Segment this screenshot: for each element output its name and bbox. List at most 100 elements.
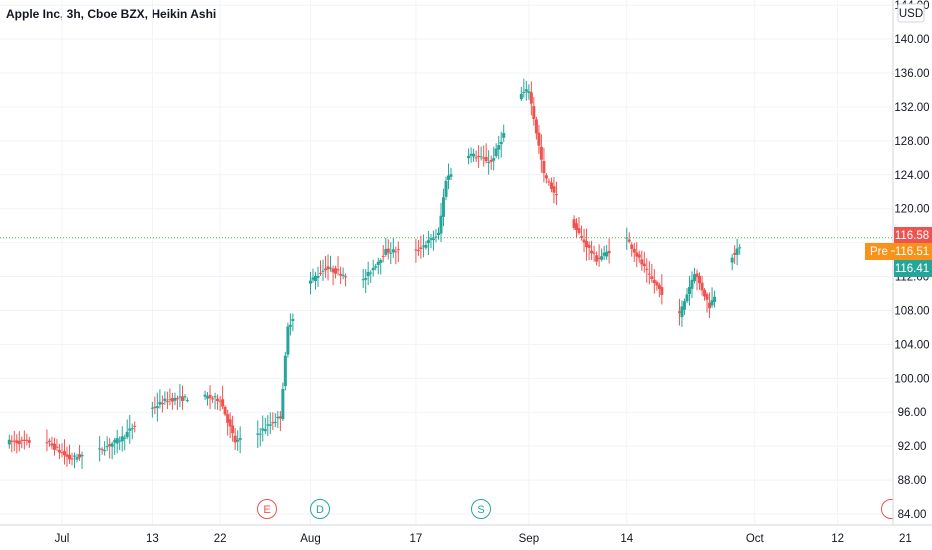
candle-body bbox=[155, 406, 159, 409]
event-marker-earnings[interactable] bbox=[257, 499, 277, 519]
candle-body bbox=[585, 241, 589, 248]
close-price-value: 116.41 bbox=[895, 263, 929, 275]
candle-body bbox=[381, 255, 385, 257]
candle-body bbox=[449, 174, 453, 177]
candle-body bbox=[414, 249, 418, 251]
candle-body bbox=[484, 156, 488, 162]
price-tick-label: 108.00 bbox=[894, 305, 929, 317]
candle-body bbox=[20, 439, 24, 441]
candle-body bbox=[602, 252, 606, 256]
candle-body bbox=[103, 450, 107, 452]
time-axis-bg bbox=[0, 525, 932, 550]
candle-body bbox=[273, 421, 277, 423]
price-tick-label: 136.00 bbox=[894, 68, 929, 80]
candle-body bbox=[118, 440, 122, 442]
candle-body bbox=[150, 407, 154, 409]
candle-body bbox=[62, 451, 66, 456]
candle-body bbox=[472, 153, 476, 157]
candle-body bbox=[637, 254, 641, 258]
candle-body bbox=[582, 239, 586, 243]
candle-body bbox=[655, 281, 659, 286]
candle-body bbox=[499, 141, 503, 145]
candle-body bbox=[283, 355, 287, 387]
candle-body bbox=[595, 255, 599, 262]
price-tick-label: 100.00 bbox=[894, 373, 929, 385]
candle-body bbox=[537, 132, 541, 146]
candle-body bbox=[391, 249, 395, 253]
candle-body bbox=[311, 277, 315, 280]
candle-body bbox=[52, 443, 56, 450]
candle-body bbox=[105, 446, 109, 448]
candle-body bbox=[479, 156, 483, 158]
candle-body bbox=[361, 279, 365, 281]
candle-body bbox=[497, 145, 501, 150]
candle-body bbox=[238, 438, 242, 440]
currency-box[interactable] bbox=[897, 3, 925, 23]
candle-body bbox=[640, 259, 644, 265]
candle-body bbox=[268, 424, 272, 426]
candle-body bbox=[160, 403, 164, 405]
candle-body bbox=[113, 439, 117, 443]
candle-body bbox=[657, 284, 661, 289]
candle-body bbox=[163, 398, 167, 401]
candle-body bbox=[271, 422, 275, 424]
candle-body bbox=[441, 197, 445, 217]
candle-body bbox=[386, 248, 390, 253]
candle-body bbox=[261, 428, 265, 431]
candle-body bbox=[206, 396, 210, 399]
candle-body bbox=[344, 276, 348, 278]
candle-body bbox=[55, 446, 59, 448]
candle-body bbox=[226, 414, 230, 423]
event-marker-split[interactable] bbox=[471, 499, 491, 519]
time-tick-label: 22 bbox=[214, 533, 227, 545]
price-tick-label: 104.00 bbox=[894, 339, 929, 351]
event-marker-dividends[interactable] bbox=[310, 499, 330, 519]
candle-body bbox=[554, 194, 558, 196]
candle-body bbox=[258, 433, 262, 435]
candle-body bbox=[218, 400, 222, 402]
candle-body bbox=[735, 248, 739, 255]
candle-body bbox=[738, 247, 742, 249]
time-tick-label: 21 bbox=[899, 533, 912, 545]
candle-body bbox=[153, 406, 157, 408]
pre-market-badge bbox=[865, 243, 932, 260]
candle-body bbox=[313, 276, 317, 282]
candle-body bbox=[690, 279, 694, 289]
candle-body bbox=[216, 398, 220, 402]
candle-body bbox=[572, 219, 576, 228]
candle-body bbox=[607, 250, 611, 254]
candle-body bbox=[467, 155, 471, 159]
candle-body bbox=[185, 400, 189, 402]
pre-market-label: Pre bbox=[870, 246, 888, 258]
candle-body bbox=[371, 267, 375, 271]
price-badges: 116.58 Pre 116.51 116.41 bbox=[865, 227, 932, 277]
candle-body bbox=[439, 215, 443, 234]
candle-body bbox=[286, 326, 290, 355]
time-tick-label: 12 bbox=[831, 533, 844, 545]
candle-body bbox=[416, 250, 420, 252]
time-tick-label: Sep bbox=[519, 533, 539, 545]
time-axis-ticks: Jul 13 22 Aug 17 Sep 14 Oct 12 21 bbox=[55, 533, 912, 545]
candle-body bbox=[431, 238, 435, 241]
candle-body bbox=[233, 435, 237, 443]
candle-body bbox=[547, 181, 551, 183]
candle-body bbox=[203, 394, 207, 397]
candle-body bbox=[650, 276, 654, 279]
candle-body bbox=[394, 251, 398, 253]
price-tick-label: 88.00 bbox=[898, 475, 927, 487]
currency-label: USD bbox=[899, 8, 923, 20]
candle-body bbox=[632, 248, 636, 253]
candle-body bbox=[419, 247, 423, 250]
candle-body bbox=[384, 249, 388, 255]
candle-body bbox=[308, 280, 312, 284]
candle-body bbox=[10, 440, 14, 442]
candle-body bbox=[660, 287, 664, 295]
candle-body bbox=[281, 388, 285, 420]
candle-body bbox=[645, 268, 649, 270]
candle-body bbox=[256, 433, 260, 435]
candle-body bbox=[75, 457, 79, 460]
candle-body bbox=[590, 250, 594, 254]
candle-body bbox=[542, 160, 546, 174]
candle-body bbox=[110, 443, 114, 447]
